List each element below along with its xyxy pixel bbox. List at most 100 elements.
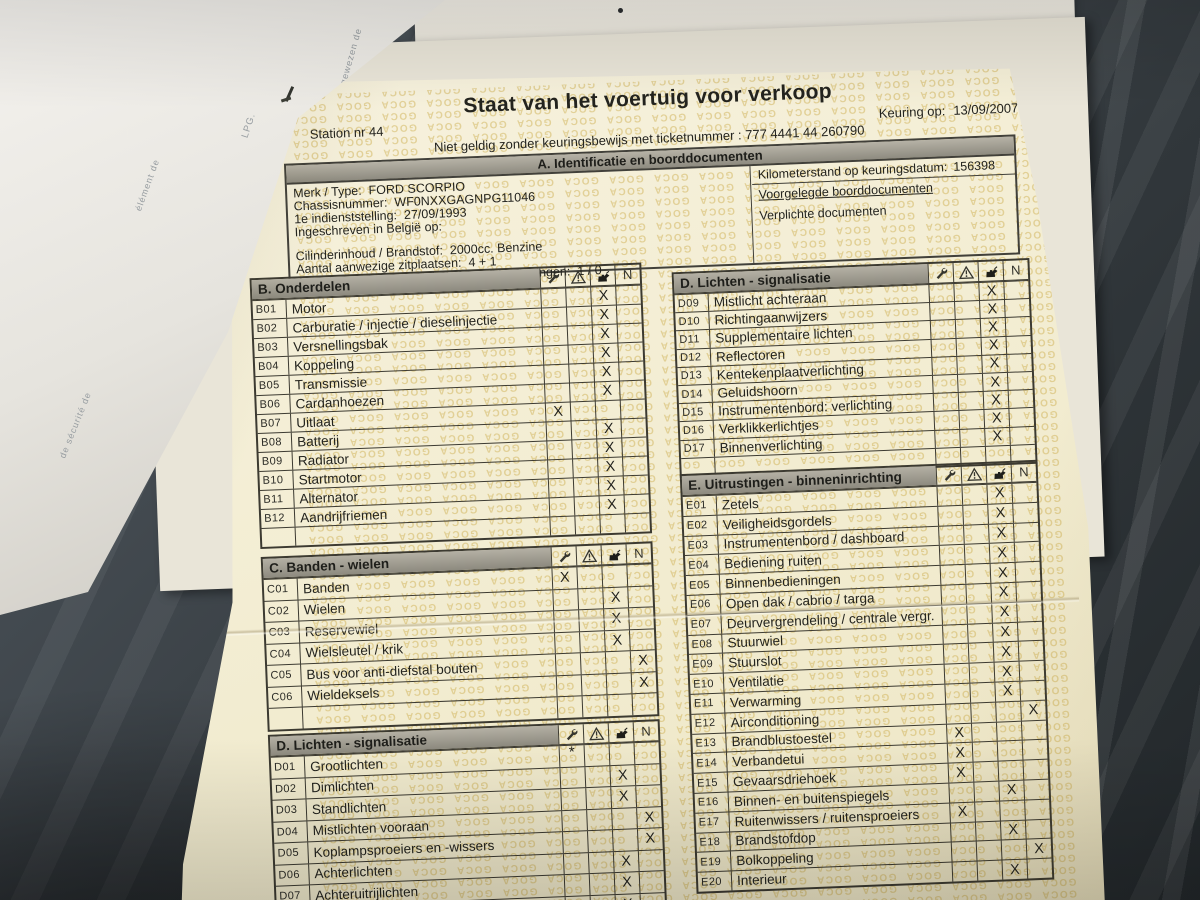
mark-cell — [634, 764, 660, 785]
oilcan-icon — [589, 266, 615, 286]
mark-cell — [555, 653, 581, 674]
mark-cell — [1005, 336, 1031, 354]
mark-cell: X — [948, 763, 974, 783]
row-code: E09 — [689, 654, 724, 674]
mark-cell — [576, 566, 602, 587]
mark-cell — [557, 696, 583, 717]
mark-cell — [974, 801, 1000, 821]
row-code: E03 — [684, 535, 719, 555]
mark-cell — [937, 506, 963, 526]
mark-cell: X — [594, 382, 620, 401]
mark-cell — [582, 695, 608, 716]
mark-cell — [964, 544, 990, 564]
row-code: B07 — [257, 414, 292, 433]
mark-cell — [565, 288, 591, 307]
mark-cell — [632, 693, 658, 714]
mark-cell — [996, 721, 1022, 741]
row-code: D07 — [276, 885, 311, 900]
mark-cell — [587, 830, 613, 851]
row-code: C02 — [265, 600, 300, 622]
mark-cell — [547, 459, 573, 478]
mark-cell — [972, 742, 998, 762]
mark-cell — [948, 783, 974, 803]
mark-cell — [967, 623, 993, 643]
row-code: E20 — [698, 872, 733, 892]
oilcan-icon — [977, 261, 1003, 281]
overlay-text-fragment: de sécurité de — [57, 390, 94, 460]
mark-cell: X — [979, 300, 1005, 318]
mark-cell — [1008, 390, 1034, 408]
mark-cell: X — [978, 282, 1004, 300]
mark-cell: X — [590, 287, 616, 306]
mark-cell: * — [559, 745, 585, 766]
mark-cell: X — [637, 828, 663, 849]
mark-cell — [944, 664, 970, 684]
mark-cell — [589, 873, 615, 894]
mark-cell — [942, 624, 968, 644]
mark-cell — [1003, 281, 1029, 299]
mark-cell — [624, 513, 650, 532]
row-code: E15 — [694, 773, 729, 793]
mark-cell — [563, 853, 589, 874]
mark-cell: X — [1002, 860, 1028, 880]
row-code — [262, 528, 297, 547]
mark-cell: X — [602, 587, 628, 608]
mark-cell — [599, 514, 625, 533]
section-header: D. Lichten - signalisatie N — [270, 721, 658, 757]
mark-cell — [1008, 408, 1034, 426]
letter-n: N — [1018, 464, 1029, 480]
mark-cell — [934, 429, 960, 447]
mark-cell — [619, 381, 645, 400]
mark-cell — [549, 516, 575, 535]
mark-cell: X — [604, 630, 630, 651]
mark-cell — [612, 829, 638, 850]
mark-cell — [953, 283, 979, 301]
row-code: E10 — [690, 674, 725, 694]
wrench-icon — [539, 268, 565, 288]
mark-cell — [566, 307, 592, 326]
row-code: C05 — [267, 665, 302, 687]
mark-cell — [561, 810, 587, 831]
mark-cell — [940, 565, 966, 585]
mark-cell — [968, 643, 994, 663]
mark-cell: X — [610, 786, 636, 807]
mark-cell: X — [992, 622, 1018, 642]
mark-cell — [959, 428, 985, 446]
mark-cell: X — [998, 781, 1024, 801]
row-code: D16 — [680, 421, 715, 440]
mark-cell — [605, 651, 631, 672]
mark-cell: X — [599, 495, 625, 514]
mark-cell — [997, 741, 1023, 761]
mark-cell — [616, 305, 642, 324]
mark-cell — [579, 631, 605, 652]
row-code: C06 — [268, 686, 303, 708]
mark-cell: X — [613, 851, 639, 872]
mark-cell — [621, 437, 647, 456]
mark-cell — [552, 589, 578, 610]
mark-cell — [601, 565, 627, 586]
mark-cell — [1009, 426, 1035, 444]
mark-cell: X — [596, 419, 622, 438]
mark-cell — [1019, 661, 1045, 681]
mark-cell — [544, 384, 570, 403]
mark-cell — [624, 494, 650, 513]
mark-cell — [540, 289, 566, 308]
mark-cell — [567, 326, 593, 345]
mark-cell — [606, 673, 632, 694]
mark-cell — [564, 874, 590, 895]
warning-triangle-icon — [576, 545, 602, 565]
mark-cell — [1023, 760, 1049, 780]
inspection-date-value: 13/09/2007 — [952, 100, 1019, 118]
letter-n-column: N — [1011, 462, 1037, 482]
mark-cell — [1012, 503, 1038, 523]
mark-cell — [569, 383, 595, 402]
mark-cell — [931, 339, 957, 357]
mark-cell — [929, 302, 955, 320]
letter-n-column: N — [1002, 260, 1028, 280]
row-code: B12 — [261, 509, 296, 528]
mark-cell — [570, 402, 596, 421]
row-code: E13 — [692, 733, 727, 753]
section-header: B. Onderdelen N — [252, 265, 640, 301]
mark-cell: X — [980, 337, 1006, 355]
letter-n: N — [622, 266, 633, 283]
